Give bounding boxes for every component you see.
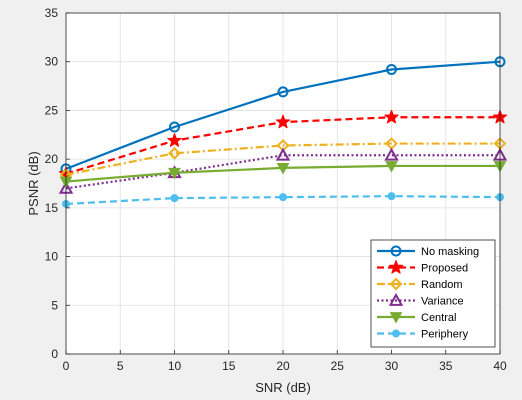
x-tick-label-3: 15	[222, 359, 236, 373]
legend-marker-random	[389, 277, 403, 291]
legend-entry-no-masking: No masking	[377, 245, 479, 258]
data-point-proposed-3	[384, 109, 399, 124]
legend-marker-no-masking	[390, 245, 402, 257]
x-axis-label: SNR (dB)	[255, 380, 311, 395]
data-point-central-2	[276, 163, 290, 175]
data-point-variance-3	[384, 147, 399, 161]
legend-label-no-masking: No masking	[421, 246, 479, 258]
tick-labels: 0 5 10 15 20 25 30 35 40 0 5 10 15 20 25 30 35	[45, 6, 507, 373]
data-point-periphery-2	[279, 193, 287, 202]
legend-label-periphery: Periphery	[421, 329, 469, 341]
data-point-no-masking-2	[277, 86, 289, 98]
x-tick-label-2: 10	[168, 359, 182, 373]
y-tick-label-1: 5	[51, 298, 58, 312]
legend-label-random: Random	[421, 279, 463, 291]
x-tick-label-4: 20	[276, 359, 290, 373]
legend-box	[370, 239, 496, 348]
y-tick-label-6: 30	[45, 55, 59, 69]
x-tick-label-1: 5	[117, 359, 124, 373]
data-point-no-masking-3	[386, 64, 397, 76]
legend-label-central: Central	[421, 312, 456, 324]
y-tick-label-7: 35	[45, 6, 59, 20]
legend-label-variance: Variance	[421, 296, 464, 308]
data-point-variance-2	[275, 147, 291, 161]
data-point-random-1	[168, 146, 181, 160]
x-tick-label-5: 25	[331, 359, 345, 373]
data-point-no-masking-1	[169, 121, 180, 133]
legend-marker-variance	[388, 292, 404, 306]
x-tick-label-7: 35	[439, 359, 453, 373]
legend-entry-variance: Variance	[377, 292, 464, 308]
data-point-central-3	[385, 161, 398, 173]
legend: No masking Proposed Random Variance Central P…	[370, 239, 496, 348]
y-tick-label-5: 25	[45, 103, 59, 117]
data-point-periphery-3	[387, 192, 396, 201]
legend-marker-proposed	[388, 260, 404, 274]
y-tick-label-4: 20	[45, 152, 59, 166]
legend-marker-periphery	[392, 329, 400, 338]
data-point-central-1	[168, 167, 181, 180]
legend-entry-central: Central	[377, 312, 456, 324]
data-point-proposed-1	[167, 133, 182, 147]
legend-entry-periphery: Periphery	[377, 329, 469, 341]
series-line-periphery	[65, 195, 501, 206]
y-tick-label-0: 0	[51, 347, 58, 361]
y-tick-label-2: 10	[45, 250, 59, 264]
legend-entry-random: Random	[377, 277, 463, 291]
series-line-no-masking	[65, 60, 501, 170]
y-axis-label: PSNR (dB)	[26, 151, 41, 215]
y-tick-label-3: 15	[45, 201, 59, 215]
x-tick-label-6: 30	[385, 359, 399, 373]
x-tick-label-8: 40	[493, 359, 507, 373]
data-point-periphery-1	[170, 194, 179, 203]
legend-label-proposed: Proposed	[421, 263, 468, 275]
legend-marker-central	[389, 312, 403, 324]
series-line-random	[65, 142, 500, 176]
x-tick-label-0: 0	[63, 359, 70, 373]
series-line-variance	[65, 154, 500, 190]
series-layer	[58, 56, 508, 208]
legend-entry-proposed: Proposed	[377, 260, 468, 275]
data-point-proposed-2	[275, 114, 291, 129]
